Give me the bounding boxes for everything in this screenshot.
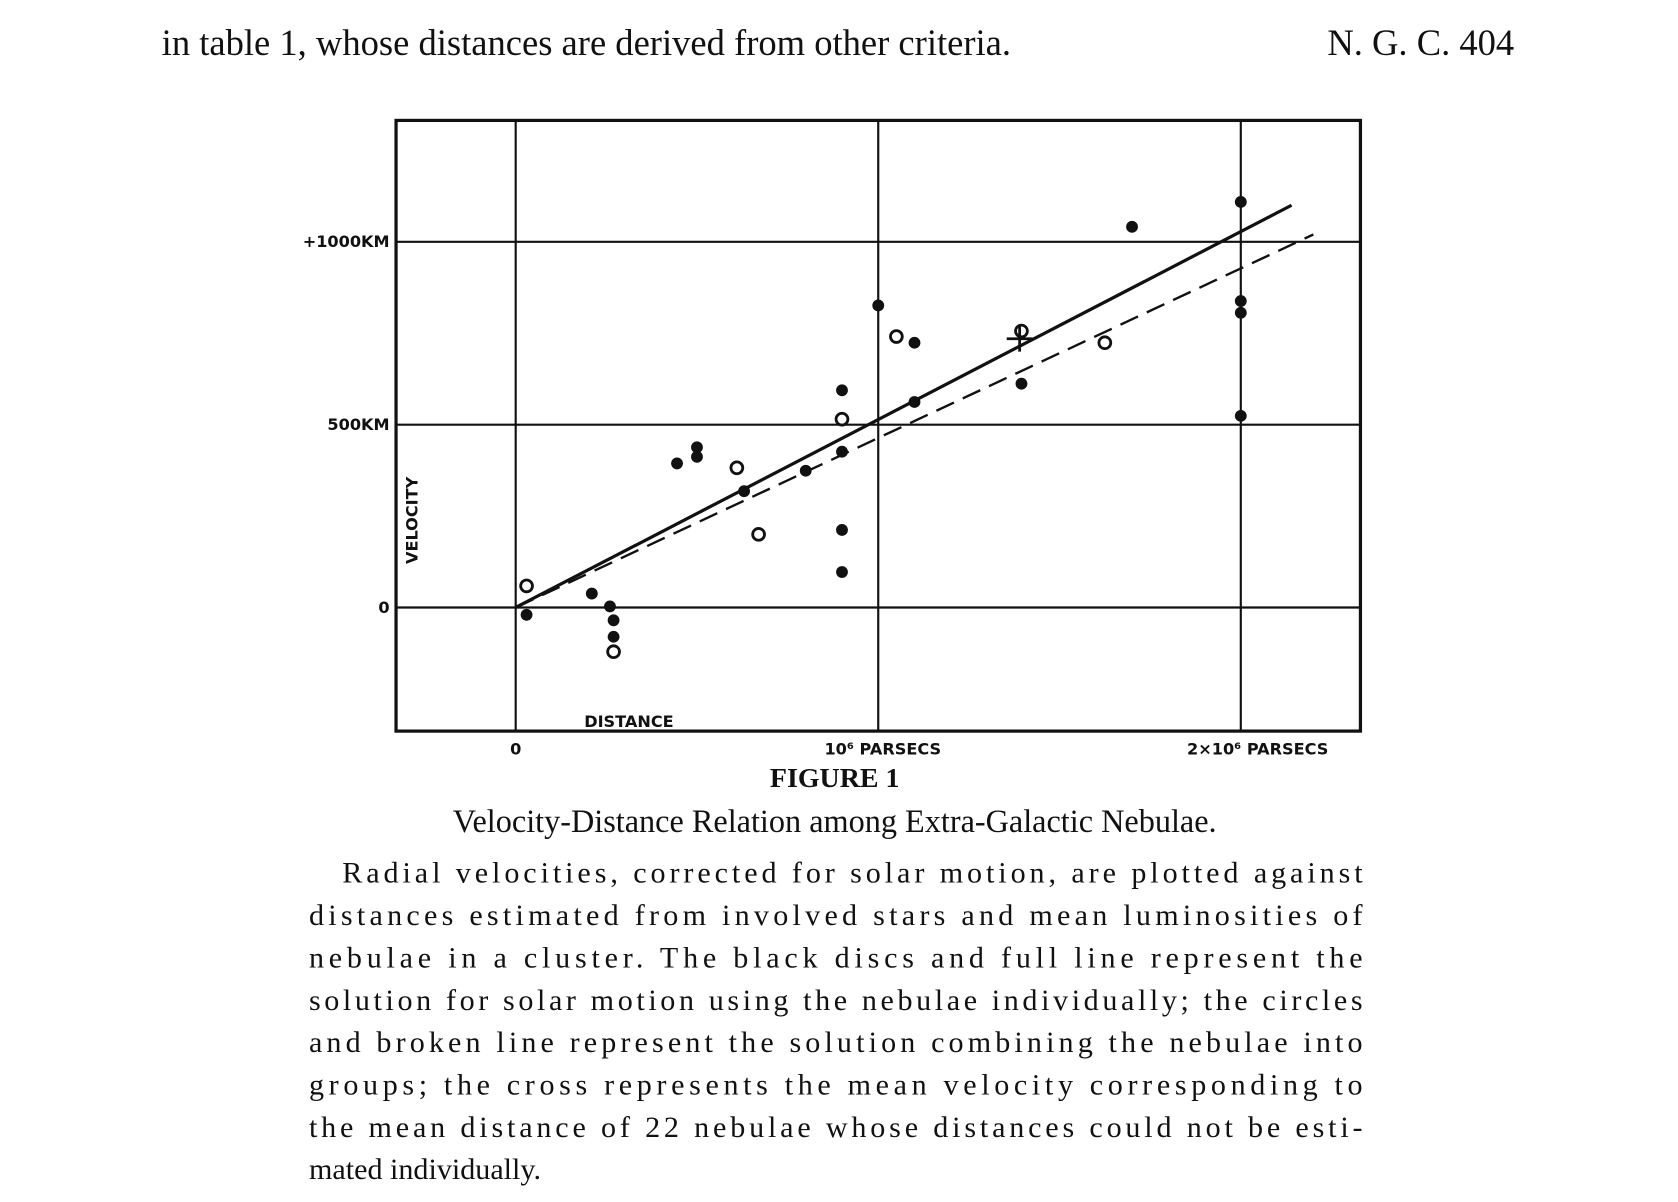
disc-point xyxy=(604,600,616,613)
caption-line: Radial velocities, corrected for solar m… xyxy=(342,856,1363,890)
disc-point xyxy=(691,441,703,454)
circle-point xyxy=(519,578,534,594)
y-tick-label: 0 xyxy=(378,598,389,617)
cross-point xyxy=(1006,325,1033,352)
disc-point xyxy=(1234,409,1247,422)
caption-line: the mean distance of 22 nebulae whose di… xyxy=(309,1110,1363,1144)
body-text: in table 1, whose distances are derived … xyxy=(162,22,1011,63)
disc-point xyxy=(872,299,885,312)
disc-point xyxy=(738,485,751,498)
caption-line: solution for solar motion using the nebu… xyxy=(309,983,1363,1017)
y-tick-label: 500KM xyxy=(327,415,389,434)
circle-point xyxy=(606,644,621,660)
disc-point xyxy=(836,445,848,458)
disc-point xyxy=(908,396,921,408)
disc-point xyxy=(836,384,848,397)
disc-point xyxy=(671,457,683,470)
chart: 0 10⁶ PARSECS 2×10⁶ PARSECS 0 500KM +1000KM DI… xyxy=(303,118,1363,759)
disc-point xyxy=(520,608,533,621)
circle-point xyxy=(834,411,850,427)
caption-line: nebulae in a cluster. The black discs an… xyxy=(309,940,1363,974)
x-tick-label: 10⁶ PARSECS xyxy=(824,740,941,759)
disc-point xyxy=(1234,196,1247,208)
circle-point xyxy=(1014,323,1029,339)
caption-line: groups; the cross represents the mean ve… xyxy=(309,1067,1363,1101)
caption-title: Velocity-Distance Relation among Extra-G… xyxy=(453,803,1217,839)
figure-label: FIGURE 1 xyxy=(770,763,900,794)
body-text: N. G. C. 404 xyxy=(1327,22,1514,63)
disc-point xyxy=(1234,295,1247,307)
x-tick-label: 0 xyxy=(510,740,521,759)
disc-point xyxy=(607,614,620,627)
caption-line: mated individually. xyxy=(309,1152,541,1186)
x-axis-label: DISTANCE xyxy=(584,712,673,731)
fit-line xyxy=(514,203,1293,609)
disc-point xyxy=(836,566,848,578)
x-tick-label: 2×10⁶ PARSECS xyxy=(1187,740,1328,759)
disc-point xyxy=(1015,377,1028,390)
caption-line: distances estimated from involved stars … xyxy=(309,898,1364,932)
disc-point xyxy=(1126,220,1138,233)
disc-point xyxy=(799,464,812,477)
disc-point xyxy=(1234,306,1247,319)
caption-line: and broken line represent the solution c… xyxy=(309,1025,1363,1059)
plot-frame xyxy=(394,118,1363,733)
y-tick-label: +1000KM xyxy=(303,232,390,251)
fit-line xyxy=(515,233,1314,609)
disc-point xyxy=(908,336,921,349)
disc-point xyxy=(607,630,620,643)
circle-point xyxy=(889,329,904,344)
disc-point xyxy=(585,587,598,600)
disc-point xyxy=(836,524,848,536)
disc-point xyxy=(691,450,703,463)
circle-point xyxy=(751,527,766,542)
circle-point xyxy=(729,460,745,476)
circle-point xyxy=(1097,335,1113,351)
caption: Radial velocities, corrected for solar m… xyxy=(309,856,1364,1187)
y-axis-label: VELOCITY xyxy=(403,476,422,564)
